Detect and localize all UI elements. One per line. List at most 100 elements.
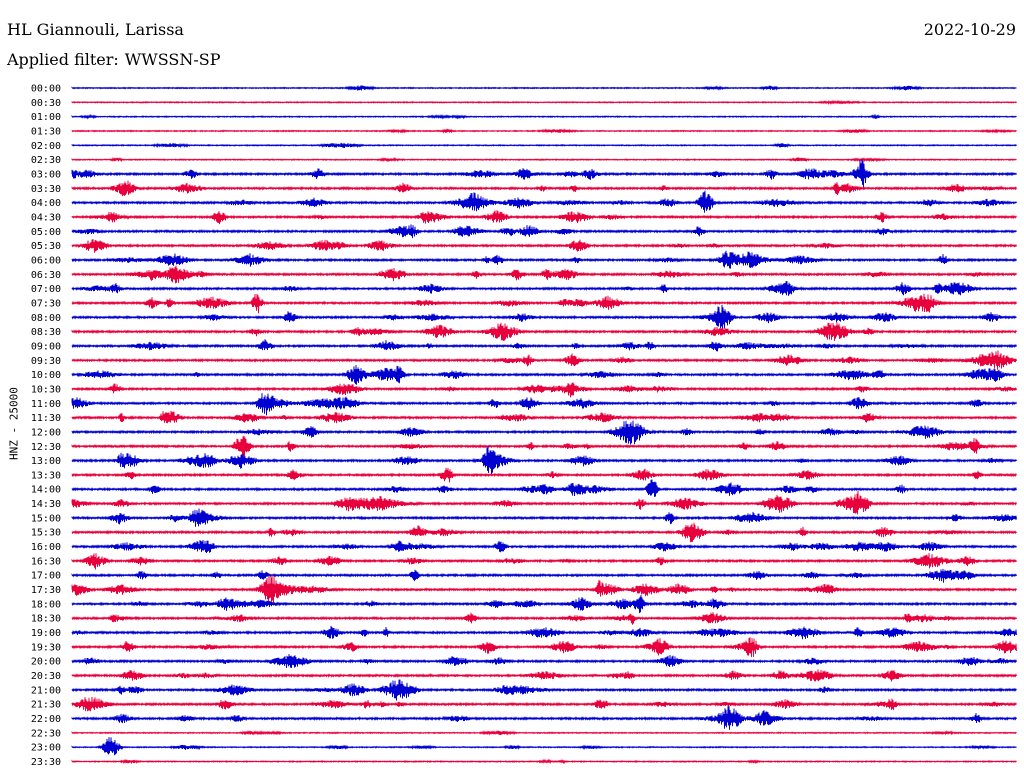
row-time-label: 12:00 xyxy=(31,427,61,438)
row-time-label: 21:30 xyxy=(31,700,61,711)
filter-value: WWSSN-SP xyxy=(124,50,221,69)
row-time-label: 08:30 xyxy=(31,327,61,338)
trace-row xyxy=(71,553,1017,570)
row-time-label: 11:00 xyxy=(31,399,61,410)
trace-row xyxy=(71,190,1017,213)
trace-row xyxy=(71,696,1017,712)
trace-row xyxy=(71,364,1017,385)
row-time-label: 21:00 xyxy=(31,685,61,696)
row-time-label: 02:30 xyxy=(31,155,61,166)
trace-row xyxy=(71,180,1017,197)
row-time-label: 01:30 xyxy=(31,126,61,137)
row-time-label: 13:00 xyxy=(31,456,61,467)
row-time-label: 22:00 xyxy=(31,714,61,725)
trace-row xyxy=(71,574,1017,604)
trace-row xyxy=(71,113,1017,120)
trace-row xyxy=(71,669,1017,682)
row-time-label: 17:00 xyxy=(31,571,61,582)
row-time-label: 07:30 xyxy=(31,298,61,309)
trace-row xyxy=(71,705,1017,730)
row-time-label: 19:30 xyxy=(31,642,61,653)
row-time-label: 04:00 xyxy=(31,198,61,209)
trace-row xyxy=(71,435,1017,459)
station-title: HL Giannouli, Larissa xyxy=(7,20,184,39)
row-time-label: 08:00 xyxy=(31,313,61,324)
trace-row xyxy=(71,304,1017,331)
row-time-label: 23:30 xyxy=(31,757,61,768)
row-time-label: 02:00 xyxy=(31,141,61,152)
trace-row xyxy=(71,410,1017,424)
date-label: 2022-10-29 xyxy=(923,20,1016,39)
trace-row xyxy=(71,265,1017,284)
row-time-label: 09:00 xyxy=(31,341,61,352)
row-time-label: 13:30 xyxy=(31,470,61,481)
trace-row xyxy=(71,239,1017,253)
row-time-label: 23:00 xyxy=(31,743,61,754)
row-time-label: 04:30 xyxy=(31,212,61,223)
trace-row xyxy=(71,210,1017,225)
row-time-label: 09:30 xyxy=(31,356,61,367)
row-time-label: 11:30 xyxy=(31,413,61,424)
row-time-label: 20:30 xyxy=(31,671,61,682)
trace-row xyxy=(71,490,1017,515)
row-time-label: 16:00 xyxy=(31,542,61,553)
trace-row xyxy=(71,85,1017,91)
row-time-label: 15:00 xyxy=(31,513,61,524)
row-time-label: 05:30 xyxy=(31,241,61,252)
trace-row xyxy=(71,293,1017,314)
row-time-label: 14:30 xyxy=(31,499,61,510)
trace-row xyxy=(71,729,1017,736)
row-time-label: 19:00 xyxy=(31,628,61,639)
row-time-label: 03:00 xyxy=(31,169,61,180)
row-time-label: 18:30 xyxy=(31,614,61,625)
trace-row xyxy=(71,420,1017,445)
trace-row xyxy=(71,224,1017,239)
trace-row xyxy=(71,539,1017,554)
trace-row xyxy=(71,281,1017,296)
row-time-label: 05:00 xyxy=(31,227,61,238)
row-time-label: 10:30 xyxy=(31,384,61,395)
filter-label: Applied filter: WWSSN-SP xyxy=(7,50,220,69)
row-time-label: 00:00 xyxy=(31,84,61,95)
row-time-label: 15:30 xyxy=(31,528,61,539)
filter-prefix: Applied filter: xyxy=(7,50,119,69)
trace-row xyxy=(71,679,1017,701)
trace-row xyxy=(71,128,1017,134)
trace-row xyxy=(71,625,1017,640)
trace-row xyxy=(71,350,1017,370)
trace-row xyxy=(71,339,1017,352)
trace-row xyxy=(71,250,1017,269)
trace-row xyxy=(71,322,1017,341)
row-time-label: 06:30 xyxy=(31,270,61,281)
trace-row xyxy=(71,479,1017,497)
trace-row xyxy=(71,594,1017,614)
row-time-label: 01:00 xyxy=(31,112,61,123)
row-time-label: 03:30 xyxy=(31,184,61,195)
row-time-label: 18:00 xyxy=(31,599,61,610)
trace-row xyxy=(71,467,1017,483)
row-time-label: 10:00 xyxy=(31,370,61,381)
trace-row xyxy=(71,612,1017,625)
row-time-label: 14:00 xyxy=(31,485,61,496)
row-time-label: 22:30 xyxy=(31,728,61,739)
trace-row xyxy=(71,142,1017,149)
row-time-label: 12:30 xyxy=(31,442,61,453)
trace-row xyxy=(71,568,1017,583)
trace-row xyxy=(71,522,1017,543)
trace-row xyxy=(71,637,1017,658)
trace-row xyxy=(71,382,1017,398)
trace-row xyxy=(71,758,1017,765)
row-time-label: 00:30 xyxy=(31,98,61,109)
trace-row xyxy=(71,99,1017,106)
trace-row xyxy=(71,737,1017,756)
trace-row xyxy=(71,445,1017,475)
row-time-label: 16:30 xyxy=(31,556,61,567)
trace-row xyxy=(71,156,1017,163)
row-time-label: 07:00 xyxy=(31,284,61,295)
row-time-label: 20:00 xyxy=(31,657,61,668)
trace-row xyxy=(71,159,1017,188)
trace-row xyxy=(71,508,1017,527)
trace-row xyxy=(71,393,1017,416)
row-time-label: 17:30 xyxy=(31,585,61,596)
